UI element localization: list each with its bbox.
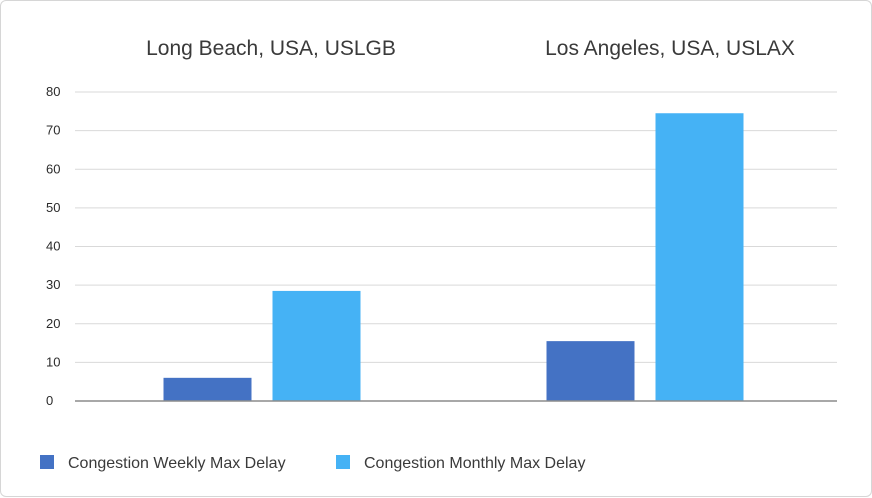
legend-label: Congestion Monthly Max Delay bbox=[364, 455, 585, 472]
y-tick-label: 20 bbox=[46, 316, 60, 331]
y-tick-label: 0 bbox=[46, 393, 53, 408]
y-tick-label: 60 bbox=[46, 161, 60, 176]
gridlines bbox=[75, 91, 837, 363]
legend-swatch bbox=[336, 455, 350, 469]
legend-item: Congestion Weekly Max Delay bbox=[40, 455, 286, 472]
bar-weekly-0 bbox=[163, 377, 252, 401]
legend: Congestion Weekly Max Delay Congestion Mo… bbox=[40, 455, 585, 472]
category-label: Los Angeles, USA, USLAX bbox=[545, 37, 795, 60]
y-tick-label: 30 bbox=[46, 277, 60, 292]
bar-monthly-0 bbox=[272, 290, 361, 401]
y-tick-label: 50 bbox=[46, 200, 60, 215]
bar-monthly-1 bbox=[655, 113, 744, 402]
y-tick-label: 80 bbox=[46, 84, 60, 99]
legend-label: Congestion Weekly Max Delay bbox=[68, 455, 286, 472]
y-axis-labels: 0 10 20 30 40 50 60 70 80 bbox=[46, 84, 60, 408]
category-label: Long Beach, USA, USLGB bbox=[146, 37, 396, 60]
legend-swatch bbox=[40, 455, 54, 469]
group-titles: Long Beach, USA, USLGB Los Angeles, USA, … bbox=[146, 37, 795, 60]
bar-weekly-1 bbox=[546, 341, 635, 401]
y-tick-label: 70 bbox=[46, 123, 60, 138]
y-tick-label: 40 bbox=[46, 239, 60, 254]
legend-item: Congestion Monthly Max Delay bbox=[336, 455, 585, 472]
y-tick-label: 10 bbox=[46, 354, 60, 369]
bars bbox=[163, 113, 744, 402]
